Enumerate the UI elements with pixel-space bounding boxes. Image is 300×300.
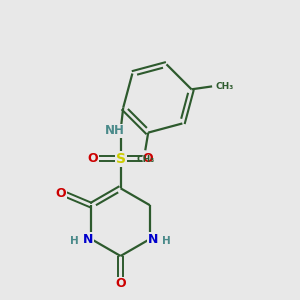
Text: H: H [70,236,79,245]
Text: H: H [162,236,171,245]
Text: NH: NH [105,124,125,137]
Text: O: O [142,152,153,165]
Text: O: O [88,152,98,165]
Text: CH₃: CH₃ [136,155,155,164]
Text: O: O [115,278,126,290]
Text: O: O [55,187,66,200]
Text: N: N [148,232,158,246]
Text: S: S [116,152,126,166]
Text: CH₃: CH₃ [216,82,234,91]
Text: N: N [83,232,94,246]
